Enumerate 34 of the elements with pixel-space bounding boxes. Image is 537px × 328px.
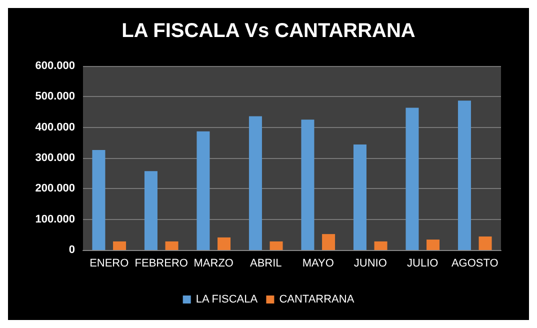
legend-label: CANTARRANA [279,294,355,306]
y-tick-label: 400.000 [35,121,75,134]
x-tick-label: JULIO [407,258,439,270]
bar [270,241,283,250]
bar [374,241,388,250]
legend-label: LA FISCALA [196,294,258,306]
bar [478,236,492,250]
bar [322,234,336,250]
bar [165,241,178,250]
x-tick-label: ABRIL [250,258,282,270]
x-tick-label: ENERO [90,258,130,270]
bar [218,237,231,250]
chart-title: LA FISCALA Vs CANTARRANA [122,20,416,42]
y-tick-label: 100.000 [35,213,75,226]
x-tick-label: JUNIO [354,258,388,270]
x-tick-label: MARZO [194,258,234,270]
x-tick-label: MAYO [302,258,334,270]
bar [406,108,419,250]
bar [426,240,440,250]
bar [196,131,210,250]
x-tick-label: FEBRERO [134,258,188,270]
y-tick-label: 500.000 [35,90,75,103]
x-tick-label: AGOSTO [451,258,499,270]
bar [301,120,314,250]
bar [353,144,366,250]
bar [113,241,126,250]
y-tick-label: 300.000 [35,152,75,164]
bar [92,150,106,250]
bar [458,100,471,250]
y-tick-label: 200.000 [35,182,75,195]
y-tick-label: 0 [68,244,75,256]
y-tick-label: 600.000 [35,60,75,72]
bar [144,171,158,250]
bar [248,116,262,250]
